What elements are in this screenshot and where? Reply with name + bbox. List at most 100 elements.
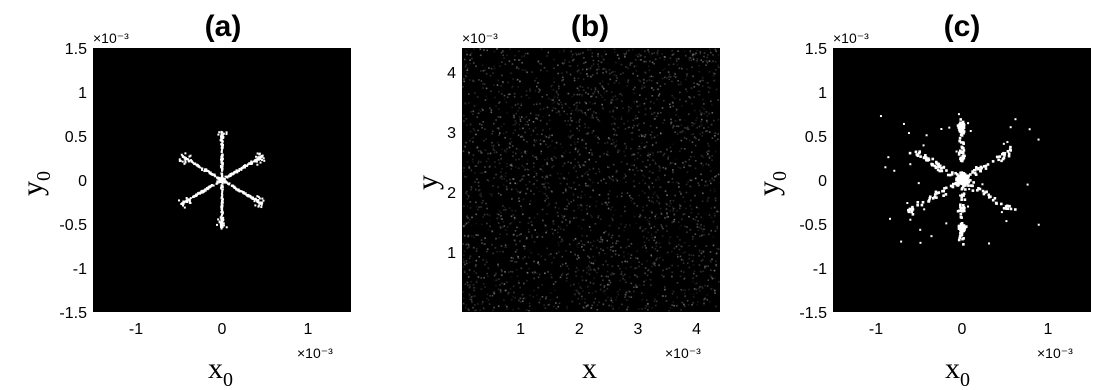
speckle-point — [683, 200, 686, 203]
speckle-point — [645, 250, 648, 252]
speckle-point — [486, 272, 488, 275]
speckle-point — [487, 157, 490, 160]
speckle-point — [548, 114, 551, 117]
speckle-point — [515, 188, 518, 190]
speckle-point — [695, 216, 698, 218]
speckle-point — [482, 307, 485, 310]
speckle-point — [598, 120, 601, 122]
speckle-point — [608, 176, 610, 178]
speckle-point — [539, 108, 542, 111]
speckle-point — [501, 218, 503, 220]
speckle-point — [529, 203, 531, 205]
speckle-point — [547, 97, 550, 100]
speckle-point — [473, 309, 476, 312]
speckle-point — [533, 217, 536, 219]
speckle-point — [462, 266, 465, 268]
speckle-point — [525, 116, 528, 118]
speckle-point — [643, 122, 645, 124]
speckle-point — [579, 109, 582, 112]
speckle-point — [636, 257, 639, 260]
star-point — [229, 175, 232, 178]
speckle-point — [668, 241, 670, 244]
speckle-point — [698, 251, 701, 253]
speckle-point — [517, 280, 520, 282]
speckle-point — [683, 303, 685, 306]
speckle-point — [659, 207, 662, 210]
speckle-point — [570, 251, 572, 253]
speckle-point — [708, 48, 711, 51]
speckle-point — [497, 192, 500, 195]
speckle-point — [541, 96, 544, 98]
speckle-point — [656, 194, 658, 197]
speckle-point — [715, 175, 718, 177]
speckle-point — [526, 52, 529, 55]
speckle-point — [591, 113, 594, 116]
speckle-point — [589, 68, 591, 71]
speckle-point — [705, 163, 708, 165]
speckle-point — [500, 175, 503, 178]
speckle-point — [512, 124, 515, 126]
star-point — [246, 164, 249, 167]
speckle-point — [602, 58, 605, 61]
speckle-point — [716, 227, 718, 230]
speckle-point — [502, 82, 504, 84]
speckle-point — [499, 132, 501, 134]
speckle-point — [526, 71, 528, 74]
y-tick-label: 0 — [818, 173, 827, 190]
speckle-point — [641, 133, 643, 136]
speckle-point — [500, 125, 503, 128]
speckle-point — [529, 90, 531, 92]
speckle-point — [638, 129, 640, 131]
speckle-point — [615, 61, 617, 64]
speckle-point — [502, 250, 504, 253]
speckle-point — [630, 266, 632, 268]
speckle-point — [568, 186, 570, 188]
speckle-point — [533, 277, 535, 280]
speckle-point — [557, 72, 560, 75]
speckle-point — [711, 178, 713, 181]
speckle-point — [686, 226, 688, 228]
speckle-point — [579, 292, 581, 294]
speckle-point — [610, 98, 613, 101]
speckle-point — [633, 92, 636, 95]
speckle-point — [688, 179, 691, 181]
x-tick-label: -1 — [129, 321, 143, 338]
speckle-point — [581, 175, 583, 177]
speckle-point — [707, 91, 710, 93]
speckle-point — [642, 236, 645, 238]
speckle-point — [531, 184, 534, 186]
speckle-point — [672, 181, 675, 184]
speckle-point — [517, 307, 520, 310]
speckle-point — [558, 207, 561, 210]
star-point — [206, 169, 209, 172]
speckle-point — [643, 176, 646, 178]
speckle-point — [675, 245, 678, 248]
speckle-point — [680, 289, 682, 291]
speckle-point — [563, 110, 565, 113]
speckle-point — [658, 93, 661, 95]
speckle-point — [522, 127, 524, 130]
speckle-point — [672, 53, 675, 55]
star-point — [962, 176, 966, 180]
star-point — [902, 122, 905, 125]
speckle-point — [661, 274, 663, 277]
speckle-point — [603, 289, 606, 292]
speckle-point — [481, 242, 484, 244]
star-point — [253, 159, 256, 162]
speckle-point — [529, 200, 532, 202]
star-point — [178, 158, 181, 161]
speckle-point — [652, 76, 654, 78]
speckle-point — [705, 245, 708, 247]
speckle-point — [650, 284, 652, 286]
speckle-point — [641, 135, 643, 137]
speckle-point — [473, 129, 476, 132]
star-point — [181, 204, 184, 207]
speckle-point — [673, 75, 675, 77]
speckle-point — [644, 216, 647, 219]
speckle-point — [557, 241, 560, 244]
star-point — [960, 198, 963, 201]
speckle-point — [463, 167, 465, 169]
star-point — [184, 158, 187, 161]
star-point — [221, 177, 224, 180]
speckle-point — [649, 164, 651, 166]
